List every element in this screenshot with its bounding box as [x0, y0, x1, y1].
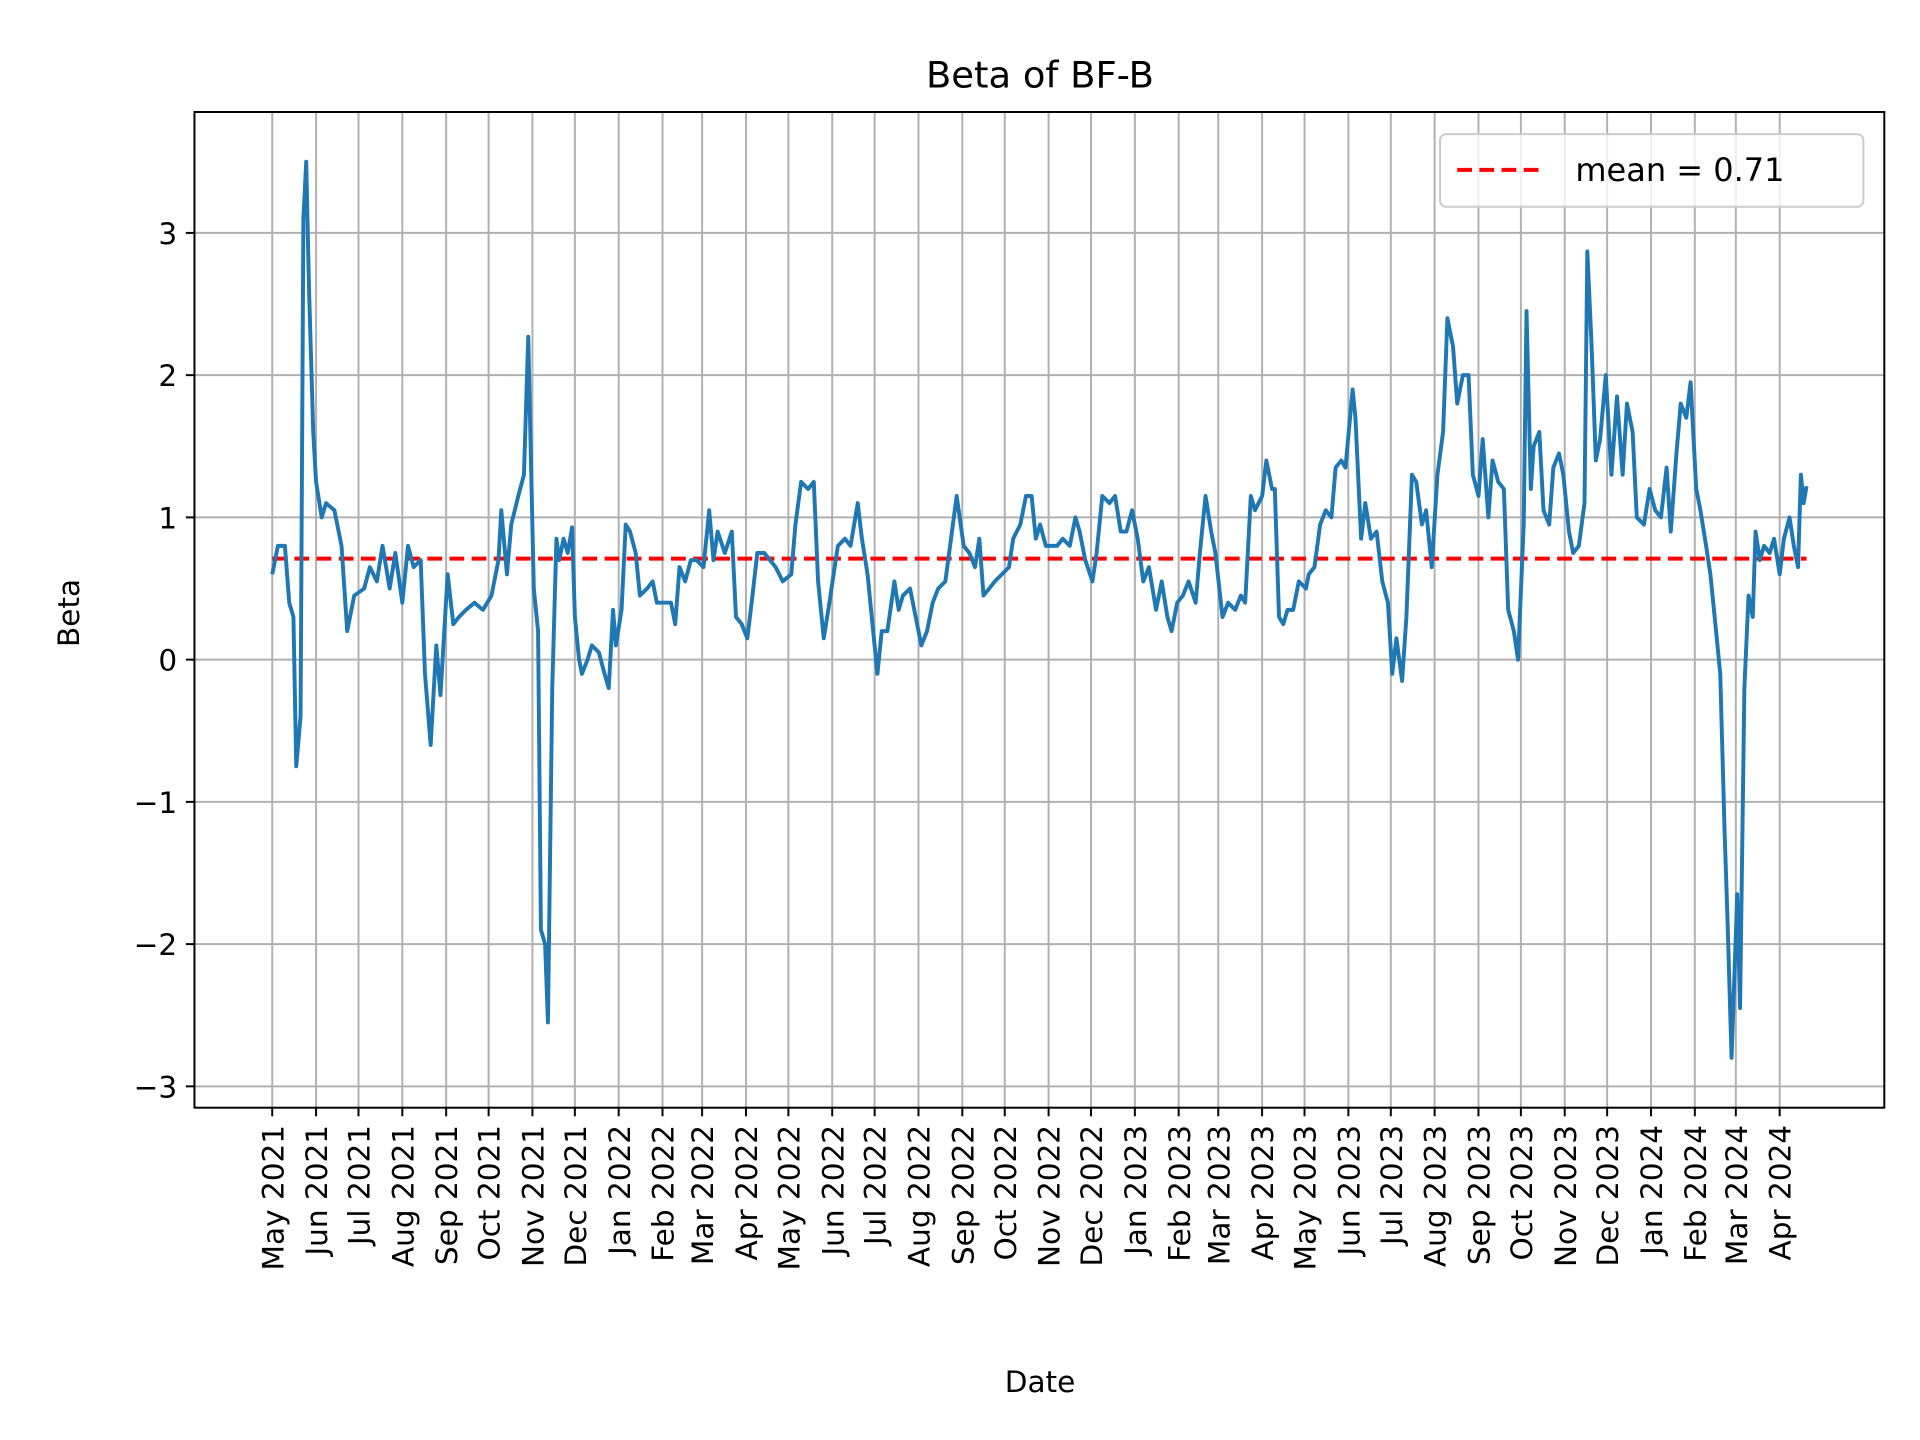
- x-tick-label: Mar 2024: [1720, 1125, 1754, 1265]
- x-tick-label: May 2022: [772, 1125, 806, 1271]
- x-tick-label: Sep 2021: [430, 1125, 464, 1265]
- x-tick-label: Oct 2023: [1505, 1125, 1539, 1261]
- x-tick-label: Jul 2022: [859, 1125, 893, 1247]
- x-tick-label: Nov 2023: [1549, 1125, 1583, 1267]
- x-tick-label: Jan 2024: [1635, 1125, 1669, 1257]
- series-group: [270, 159, 1809, 1060]
- x-tick-label: Dec 2023: [1591, 1125, 1625, 1267]
- x-tick-label: Jul 2023: [1375, 1125, 1409, 1247]
- x-tick-label: Feb 2024: [1679, 1125, 1713, 1262]
- x-tick-label: Mar 2023: [1202, 1125, 1236, 1265]
- x-tick-label: Nov 2021: [517, 1125, 551, 1267]
- chart-title: Beta of BF-B: [926, 53, 1154, 96]
- x-tick-label: Apr 2024: [1764, 1125, 1798, 1261]
- y-tick-label: 0: [158, 644, 177, 678]
- x-tick-label: Dec 2022: [1075, 1125, 1109, 1267]
- y-tick-label: −2: [134, 928, 178, 962]
- x-tick-label: Jan 2023: [1119, 1125, 1153, 1257]
- x-tick-label: Jul 2021: [343, 1125, 377, 1247]
- x-tick-label: Sep 2023: [1463, 1125, 1497, 1265]
- x-tick-label: Oct 2022: [989, 1125, 1023, 1261]
- legend: mean = 0.71: [1439, 133, 1865, 208]
- x-tick-label: Aug 2023: [1419, 1125, 1453, 1267]
- x-tick-label: Jun 2022: [816, 1125, 850, 1258]
- beta-series-line: [270, 159, 1809, 1060]
- x-tick-label: Nov 2022: [1033, 1125, 1067, 1267]
- x-axis-label: Date: [1005, 1365, 1076, 1399]
- x-tick-label: Aug 2021: [386, 1125, 420, 1267]
- x-axis: May 2021 Jun 2021 Jul 2021 Aug 2021 Sep 2021…: [256, 1107, 1798, 1271]
- x-tick-label: Aug 2022: [903, 1125, 937, 1267]
- legend-box: [1439, 133, 1865, 208]
- x-tick-label: May 2023: [1289, 1125, 1323, 1271]
- x-tick-label: Feb 2023: [1163, 1125, 1197, 1262]
- x-tick-label: Oct 2021: [473, 1125, 507, 1261]
- y-axis: −3 −2 −1 0 1 2 3: [134, 217, 195, 1104]
- y-tick-label: 3: [158, 217, 177, 251]
- y-axis-label: Beta: [52, 579, 86, 647]
- x-tick-label: Apr 2023: [1246, 1125, 1280, 1261]
- x-tick-label: Jun 2023: [1332, 1125, 1366, 1258]
- x-tick-label: Feb 2022: [647, 1125, 681, 1262]
- y-tick-label: −1: [134, 786, 178, 820]
- grid: [194, 112, 1885, 1108]
- x-tick-label: Mar 2022: [686, 1125, 720, 1265]
- y-tick-label: 1: [158, 501, 177, 535]
- x-tick-label: Dec 2021: [559, 1125, 593, 1267]
- x-tick-label: Apr 2022: [730, 1125, 764, 1261]
- plot-frame: [193, 111, 1886, 1109]
- y-tick-label: 2: [158, 359, 177, 393]
- x-tick-label: Jan 2022: [603, 1125, 637, 1257]
- x-tick-label: Jun 2021: [300, 1125, 334, 1258]
- x-tick-label: Sep 2022: [946, 1125, 980, 1265]
- y-tick-label: −3: [134, 1070, 178, 1104]
- x-tick-label: May 2021: [256, 1125, 290, 1271]
- legend-mean-label: mean = 0.71: [1575, 151, 1784, 189]
